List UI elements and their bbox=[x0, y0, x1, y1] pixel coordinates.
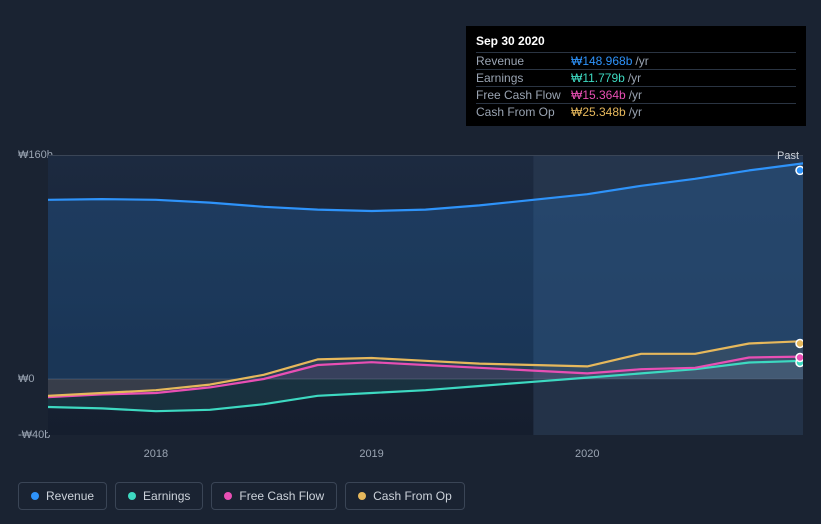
tooltip-value: ₩25.348b bbox=[571, 105, 626, 119]
tooltip-value: ₩148.968b bbox=[571, 54, 632, 68]
legend-dot-icon bbox=[224, 492, 232, 500]
tooltip-row: Free Cash Flow₩15.364b/yr bbox=[476, 86, 796, 103]
legend-label: Cash From Op bbox=[373, 489, 452, 503]
tooltip-date: Sep 30 2020 bbox=[476, 32, 796, 52]
tooltip-value: ₩15.364b bbox=[571, 88, 626, 102]
tooltip-row: Cash From Op₩25.348b/yr bbox=[476, 103, 796, 120]
y-axis-label: -₩40b bbox=[18, 429, 50, 441]
chart-plot-area: ₩160b₩0-₩40b Past bbox=[18, 120, 803, 460]
tooltip-unit: /yr bbox=[635, 54, 648, 68]
tooltip-label: Earnings bbox=[476, 71, 571, 85]
x-axis-label: 2019 bbox=[359, 448, 383, 460]
tooltip-value: ₩11.779b bbox=[571, 71, 625, 85]
x-axis-label: 2020 bbox=[575, 448, 599, 460]
tooltip-unit: /yr bbox=[629, 105, 642, 119]
x-axis-label: 2018 bbox=[144, 448, 168, 460]
legend-dot-icon bbox=[31, 492, 39, 500]
legend-item[interactable]: Cash From Op bbox=[345, 482, 465, 510]
tooltip-unit: /yr bbox=[628, 71, 641, 85]
tooltip-row: Earnings₩11.779b/yr bbox=[476, 69, 796, 86]
y-axis-label: ₩0 bbox=[18, 373, 35, 385]
legend-dot-icon bbox=[128, 492, 136, 500]
legend-item[interactable]: Earnings bbox=[115, 482, 203, 510]
chart-tooltip: Sep 30 2020 Revenue₩148.968b/yrEarnings₩… bbox=[466, 26, 806, 126]
chart-legend: Revenue Earnings Free Cash Flow Cash From O… bbox=[18, 482, 465, 510]
chart-container: Sep 30 2020 Revenue₩148.968b/yrEarnings₩… bbox=[0, 0, 821, 524]
legend-item[interactable]: Free Cash Flow bbox=[211, 482, 337, 510]
legend-dot-icon bbox=[358, 492, 366, 500]
past-label: Past bbox=[777, 150, 799, 162]
tooltip-row: Revenue₩148.968b/yr bbox=[476, 52, 796, 69]
chart-svg bbox=[48, 155, 803, 435]
tooltip-label: Cash From Op bbox=[476, 105, 571, 119]
tooltip-unit: /yr bbox=[629, 88, 642, 102]
legend-item[interactable]: Revenue bbox=[18, 482, 107, 510]
tooltip-label: Free Cash Flow bbox=[476, 88, 571, 102]
legend-label: Revenue bbox=[46, 489, 94, 503]
legend-label: Free Cash Flow bbox=[239, 489, 324, 503]
tooltip-label: Revenue bbox=[476, 54, 571, 68]
legend-label: Earnings bbox=[143, 489, 190, 503]
